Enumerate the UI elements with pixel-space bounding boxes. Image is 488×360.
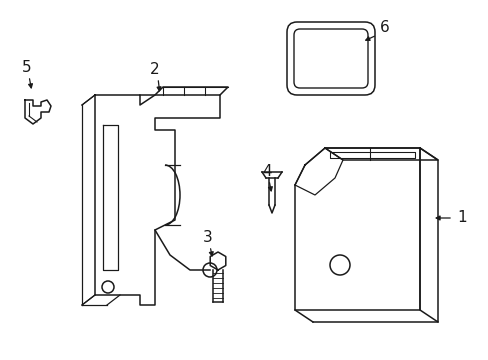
- Text: 4: 4: [262, 165, 271, 180]
- Text: 5: 5: [22, 60, 32, 76]
- Text: 6: 6: [379, 21, 389, 36]
- Text: 1: 1: [456, 211, 466, 225]
- Text: 3: 3: [203, 230, 212, 246]
- Text: 2: 2: [150, 63, 160, 77]
